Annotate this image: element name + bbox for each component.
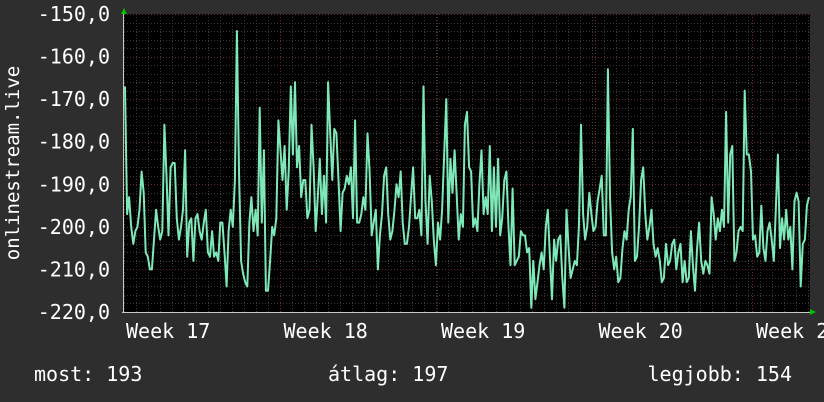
y-tick-label: -220,0 xyxy=(38,300,110,324)
x-tick-label: Week 17 xyxy=(126,319,210,343)
y-tick-label: -160,0 xyxy=(38,45,110,69)
x-tick-label: Week 20 xyxy=(599,319,683,343)
series-line xyxy=(124,30,810,309)
stat-current: most: 193 xyxy=(34,362,143,386)
y-tick-label: -170,0 xyxy=(38,87,110,111)
y-tick-label: -200,0 xyxy=(38,215,110,239)
x-tick-label: Week 18 xyxy=(284,319,368,343)
x-tick-labels: Week 17 Week 18 Week 19 Week 20 Week 2 xyxy=(126,319,824,343)
y-tick-label: -180,0 xyxy=(38,130,110,154)
x-tick-label: Week 2 xyxy=(756,319,824,343)
y-axis-marker xyxy=(121,8,127,14)
x-tick-label: Week 19 xyxy=(441,319,525,343)
y-tick-label: -150,0 xyxy=(38,2,110,26)
y-axis-label: onlinestream.live xyxy=(2,66,24,260)
stat-best: legjobb: 154 xyxy=(647,362,793,386)
y-tick-labels: -150,0 -160,0 -170,0 -180,0 -190,0 -200,0 -210… xyxy=(38,2,110,324)
y-tick-label: -210,0 xyxy=(38,257,110,281)
y-tick-label: -190,0 xyxy=(38,172,110,196)
stat-average: átlag: 197 xyxy=(328,362,449,386)
x-axis-marker xyxy=(810,309,816,315)
